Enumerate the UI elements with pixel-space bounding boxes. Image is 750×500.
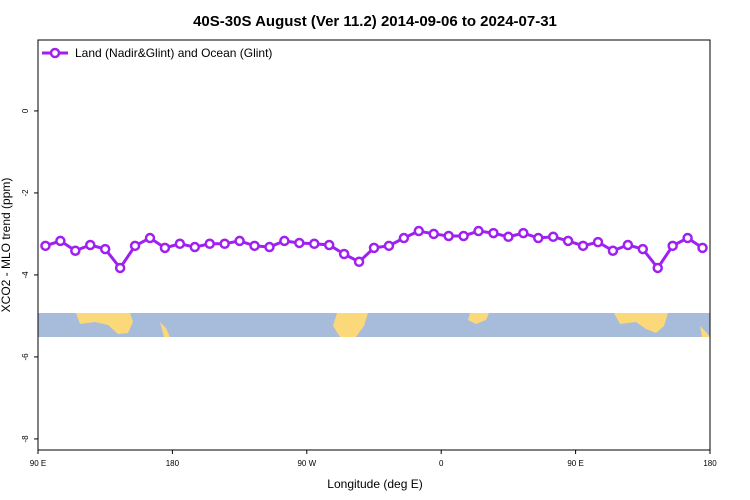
x-tick-label: 180: [166, 459, 180, 468]
y-tick-label: -2: [21, 189, 30, 197]
data-point: [264, 241, 275, 253]
data-point: [592, 236, 604, 248]
data-point: [682, 232, 693, 244]
y-tick-label: -6: [21, 353, 30, 361]
data-point: [533, 232, 544, 244]
data-point: [368, 242, 380, 254]
x-tick-label: 180: [703, 459, 717, 468]
data-point: [488, 227, 499, 239]
x-tick-label: 0: [439, 459, 444, 468]
data-point: [547, 231, 559, 243]
y-axis-label: XCO2 - MLO trend (ppm): [0, 178, 13, 313]
x-tick-label: 90 E: [30, 459, 46, 468]
data-point: [667, 240, 678, 252]
data-point: [338, 248, 350, 260]
data-point: [622, 239, 634, 251]
data-point: [219, 238, 230, 250]
y-tick-label: 0: [21, 108, 30, 113]
data-point: [428, 228, 439, 240]
data-point: [114, 262, 126, 274]
data-point: [85, 239, 96, 251]
data-point: [279, 235, 290, 247]
x-axis-label: Longitude (deg E): [327, 477, 422, 491]
data-point: [174, 238, 186, 250]
legend-marker: [49, 47, 61, 59]
data-point: [503, 231, 514, 243]
data-point: [473, 225, 484, 237]
data-point: [99, 243, 111, 255]
chart-title: 40S-30S August (Ver 11.2) 2014-09-06 to …: [193, 13, 557, 30]
data-point: [518, 227, 529, 239]
data-point: [383, 240, 395, 252]
data-point: [577, 240, 589, 252]
data-point: [294, 237, 305, 249]
data-point: [55, 235, 66, 247]
legend-label: Land (Nadir&Glint) and Ocean (Glint): [75, 46, 272, 60]
data-point: [323, 239, 335, 251]
data-point: [249, 240, 260, 252]
data-point: [353, 256, 365, 268]
data-point: [458, 230, 469, 242]
data-point: [443, 230, 454, 242]
data-point: [129, 240, 141, 252]
data-point: [144, 232, 156, 244]
data-point: [204, 238, 215, 250]
data-point: [652, 262, 663, 274]
x-tick-label: 90 E: [567, 459, 583, 468]
x-tick-label: 90 W: [297, 459, 316, 468]
data-point: [398, 232, 410, 244]
plot-frame: [37, 39, 711, 451]
data-point: [309, 238, 320, 250]
data-point: [159, 242, 171, 254]
data-point: [70, 245, 81, 256]
data-point: [189, 241, 201, 253]
data-point: [607, 245, 619, 256]
data-point: [697, 242, 708, 254]
data-point: [234, 235, 245, 247]
map-strip: [38, 313, 710, 337]
data-point: [637, 243, 649, 255]
y-tick-label: -4: [21, 271, 30, 279]
data-point: [562, 235, 574, 247]
y-tick-label: -8: [21, 435, 30, 443]
data-point: [413, 225, 425, 237]
data-point: [40, 240, 51, 252]
